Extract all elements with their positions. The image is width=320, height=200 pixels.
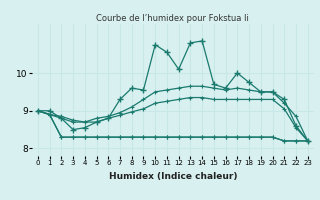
Title: Courbe de l’humidex pour Fokstua Ii: Courbe de l’humidex pour Fokstua Ii <box>96 14 249 23</box>
X-axis label: Humidex (Indice chaleur): Humidex (Indice chaleur) <box>108 172 237 181</box>
